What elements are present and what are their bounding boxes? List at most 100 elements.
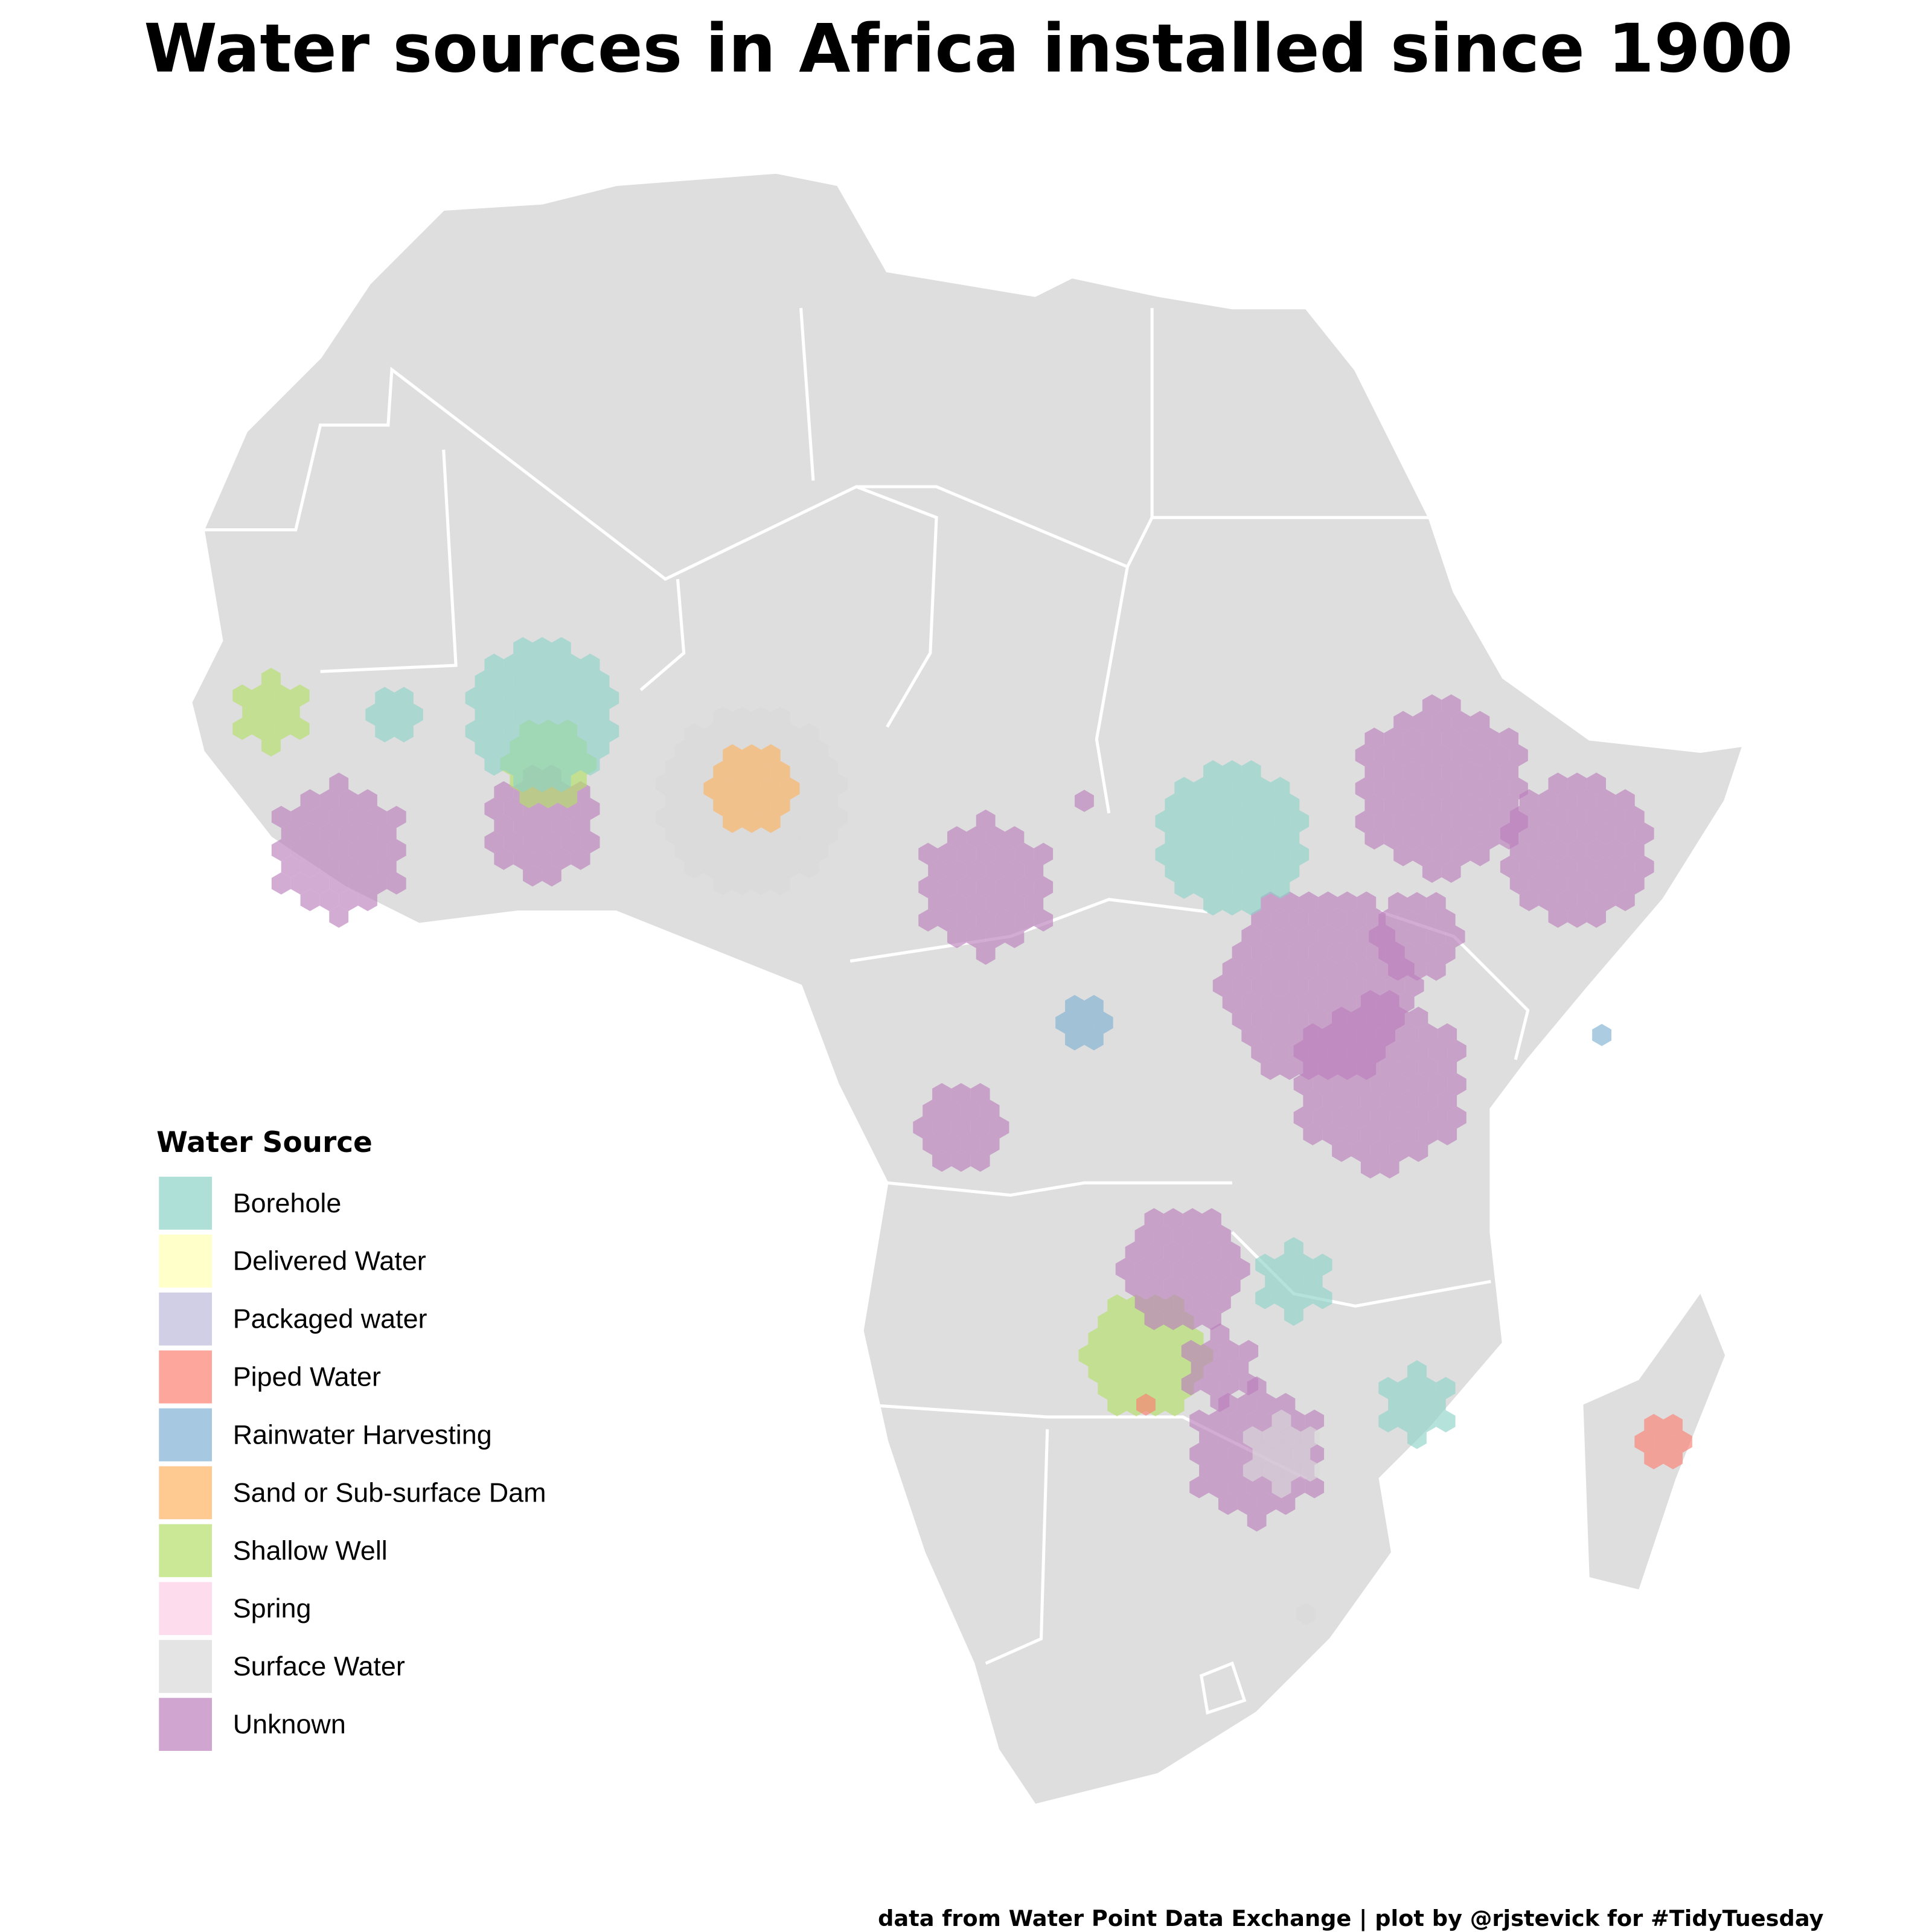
hexbin xyxy=(1418,1123,1438,1145)
hexbin xyxy=(365,703,385,726)
hexbin xyxy=(504,753,523,776)
hexbin xyxy=(523,686,542,709)
hexbin xyxy=(799,823,819,845)
hexbin xyxy=(1399,1090,1419,1112)
hexbin xyxy=(723,810,742,833)
hexbin xyxy=(1441,794,1461,817)
hexbin xyxy=(1644,1447,1664,1470)
hexbin xyxy=(290,872,310,895)
hexbin xyxy=(1005,826,1025,849)
hexbin xyxy=(1084,1028,1104,1051)
hexbin xyxy=(1451,843,1471,866)
hexbin xyxy=(1191,1356,1211,1379)
hexbin xyxy=(1144,1241,1164,1264)
hexbin xyxy=(252,684,271,707)
hexbin xyxy=(1014,876,1034,898)
hexbin xyxy=(1332,1106,1351,1129)
hexbin xyxy=(1136,1377,1156,1400)
legend-swatch xyxy=(159,1350,213,1404)
hexbin xyxy=(1615,789,1635,811)
hexbin xyxy=(1209,1442,1228,1465)
hexbin xyxy=(1303,1270,1323,1293)
hexbin xyxy=(1384,827,1404,850)
hexbin xyxy=(533,770,552,793)
hexbin xyxy=(1270,1008,1290,1031)
hexbin xyxy=(1280,827,1300,849)
hexbin xyxy=(1303,1123,1323,1145)
hexbin xyxy=(703,777,723,800)
hexbin xyxy=(329,805,349,828)
hexbin xyxy=(1500,822,1520,845)
hexbin xyxy=(674,740,694,763)
hexbin xyxy=(770,761,790,783)
hexbin xyxy=(684,856,704,879)
hexbin xyxy=(1538,889,1558,912)
hexbin xyxy=(571,737,590,760)
hexbin xyxy=(976,809,996,832)
hexbin xyxy=(1431,810,1451,833)
hexbin xyxy=(1519,889,1539,912)
hexbin xyxy=(961,1133,980,1156)
hexbin xyxy=(329,906,349,928)
hexbin xyxy=(1398,909,1417,931)
hexbin xyxy=(1200,1373,1220,1396)
legend-swatch xyxy=(159,1176,213,1230)
hexbin xyxy=(703,723,723,746)
hexbin xyxy=(723,723,742,746)
hexbin xyxy=(465,720,485,743)
hexbin xyxy=(1625,872,1645,895)
hexbin xyxy=(1663,1413,1683,1436)
hexbin xyxy=(1378,1410,1398,1433)
hexbin xyxy=(403,703,423,726)
hexbin xyxy=(770,839,790,862)
hexbin xyxy=(1183,1208,1203,1230)
hexbin xyxy=(1441,761,1461,783)
hexbin xyxy=(1155,1344,1175,1367)
hexbin xyxy=(551,670,571,693)
hexbin xyxy=(319,822,339,845)
hexbin xyxy=(1538,789,1558,811)
hexbin xyxy=(790,740,810,763)
hexbin xyxy=(542,753,561,776)
hexbin xyxy=(976,842,996,865)
hexbin xyxy=(980,1099,1000,1122)
hexbin xyxy=(1174,810,1194,833)
hexbin xyxy=(951,1083,971,1105)
hexbin xyxy=(1241,827,1261,849)
hexbin xyxy=(513,670,533,693)
hexbin xyxy=(655,773,675,796)
hexbin xyxy=(1261,958,1280,980)
hexbin xyxy=(956,909,976,932)
hexbin xyxy=(1271,1476,1291,1499)
hexbin xyxy=(1558,822,1578,845)
hexbin xyxy=(1251,776,1271,799)
hexbin xyxy=(1034,909,1054,932)
hexbin xyxy=(918,876,938,898)
hexbin xyxy=(703,823,723,845)
legend-swatch xyxy=(159,1408,213,1462)
legend-swatch xyxy=(159,1582,213,1636)
hexbin xyxy=(367,805,387,828)
hexbin xyxy=(1280,860,1300,883)
hexbin xyxy=(1509,744,1528,767)
hexbin xyxy=(1256,1492,1276,1515)
hexbin xyxy=(271,872,291,895)
hexbin xyxy=(1173,1258,1193,1281)
hexbin xyxy=(475,670,494,693)
hexbin xyxy=(1227,1442,1247,1465)
hexbin xyxy=(1210,1356,1230,1379)
hexbin xyxy=(1117,1377,1137,1400)
hexbin xyxy=(339,856,359,878)
hexbin xyxy=(1155,843,1175,866)
hexbin xyxy=(956,876,976,898)
hexbin xyxy=(1199,1459,1218,1482)
hexbin xyxy=(1222,793,1242,816)
hexbin xyxy=(1529,872,1549,895)
legend-label: Unknown xyxy=(233,1709,346,1739)
legend-label: Shallow Well xyxy=(233,1535,388,1566)
hexbin xyxy=(1470,777,1490,800)
hexbin xyxy=(1232,776,1252,799)
hexbin xyxy=(780,723,800,746)
hexbin xyxy=(1313,1040,1332,1063)
hexbin xyxy=(1241,1024,1261,1047)
